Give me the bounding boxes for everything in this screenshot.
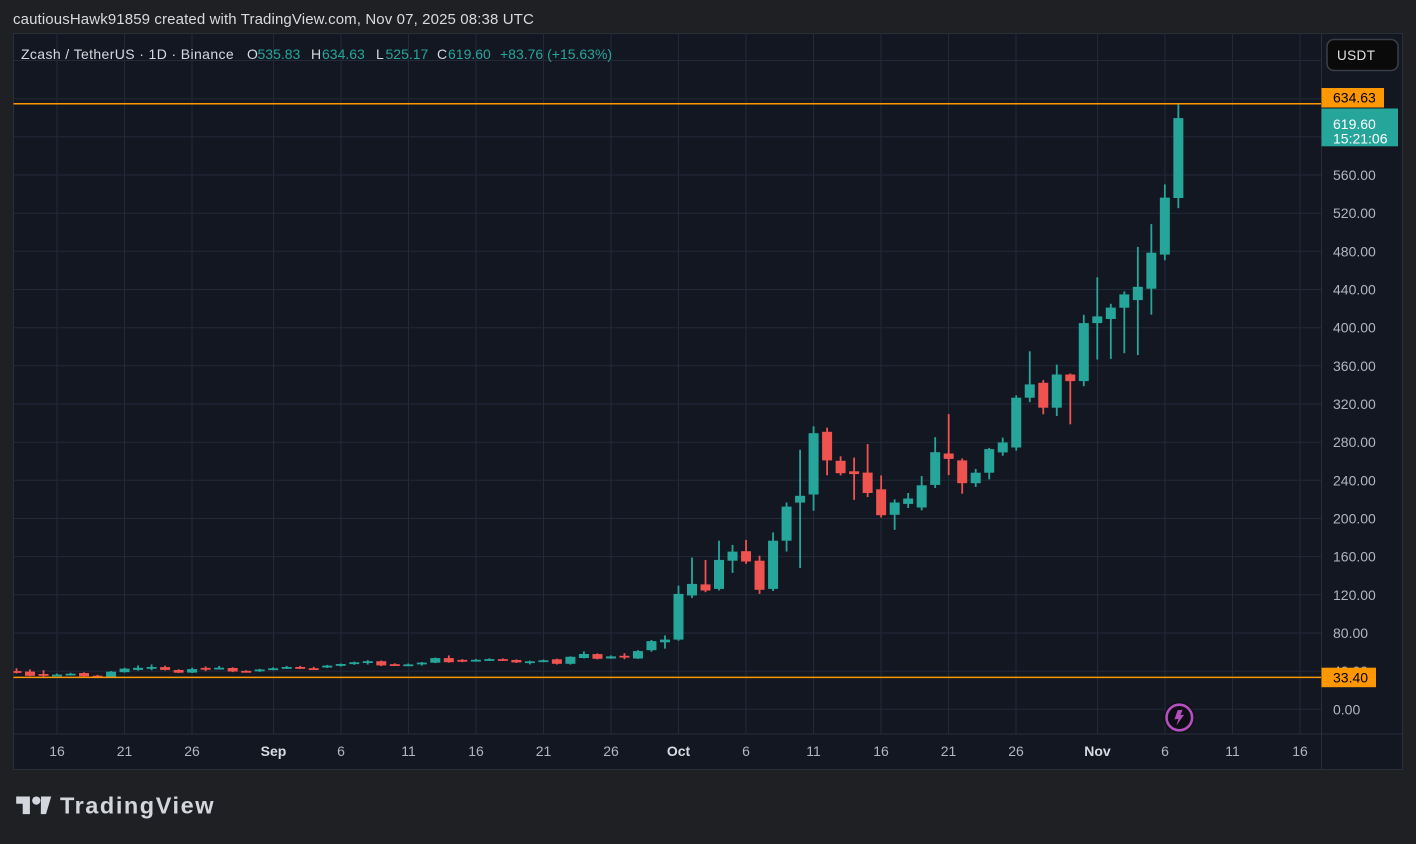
svg-text:H: H bbox=[311, 46, 321, 62]
svg-text:80.00: 80.00 bbox=[1333, 625, 1368, 641]
svg-text:26: 26 bbox=[603, 743, 619, 759]
svg-text:11: 11 bbox=[401, 743, 416, 759]
svg-text:21: 21 bbox=[941, 743, 957, 759]
svg-text:16: 16 bbox=[873, 743, 889, 759]
svg-text:16: 16 bbox=[49, 743, 65, 759]
svg-text:16: 16 bbox=[1292, 743, 1308, 759]
svg-text:400.00: 400.00 bbox=[1333, 320, 1376, 336]
svg-text:11: 11 bbox=[806, 743, 821, 759]
svg-text:280.00: 280.00 bbox=[1333, 434, 1376, 450]
svg-text:634.63: 634.63 bbox=[1333, 90, 1376, 106]
svg-text:200.00: 200.00 bbox=[1333, 511, 1376, 527]
svg-text:320.00: 320.00 bbox=[1333, 396, 1376, 412]
svg-text:120.00: 120.00 bbox=[1333, 587, 1376, 603]
svg-text:560.00: 560.00 bbox=[1333, 167, 1376, 183]
svg-text:33.40: 33.40 bbox=[1333, 669, 1368, 685]
svg-text:535.83: 535.83 bbox=[258, 46, 301, 62]
svg-text:360.00: 360.00 bbox=[1333, 358, 1376, 374]
svg-text:619.60: 619.60 bbox=[448, 46, 491, 62]
svg-text:440.00: 440.00 bbox=[1333, 282, 1376, 298]
svg-text:6: 6 bbox=[1161, 743, 1169, 759]
svg-text:26: 26 bbox=[184, 743, 200, 759]
svg-text:cautiousHawk91859 created with: cautiousHawk91859 created with TradingVi… bbox=[13, 11, 534, 28]
svg-text:6: 6 bbox=[742, 743, 750, 759]
svg-text:Zcash / TetherUS · 1D · Binanc: Zcash / TetherUS · 1D · Binance bbox=[21, 46, 234, 62]
svg-text:+83.76 (+15.63%): +83.76 (+15.63%) bbox=[500, 46, 612, 62]
svg-text:525.17: 525.17 bbox=[386, 46, 429, 62]
svg-text:15:21:06: 15:21:06 bbox=[1333, 131, 1388, 147]
svg-text:TradingView: TradingView bbox=[60, 793, 215, 819]
svg-text:619.60: 619.60 bbox=[1333, 116, 1376, 132]
svg-text:C: C bbox=[437, 46, 447, 62]
svg-text:Oct: Oct bbox=[667, 743, 691, 759]
svg-text:634.63: 634.63 bbox=[322, 46, 365, 62]
svg-text:O: O bbox=[247, 46, 258, 62]
svg-text:520.00: 520.00 bbox=[1333, 205, 1376, 221]
svg-text:240.00: 240.00 bbox=[1333, 472, 1376, 488]
svg-text:Sep: Sep bbox=[261, 743, 287, 759]
svg-text:0.00: 0.00 bbox=[1333, 701, 1360, 717]
svg-text:160.00: 160.00 bbox=[1333, 549, 1376, 565]
svg-text:21: 21 bbox=[536, 743, 552, 759]
svg-text:480.00: 480.00 bbox=[1333, 243, 1376, 259]
svg-text:21: 21 bbox=[117, 743, 133, 759]
svg-text:L: L bbox=[376, 46, 384, 62]
svg-text:USDT: USDT bbox=[1337, 48, 1375, 63]
svg-text:26: 26 bbox=[1008, 743, 1024, 759]
svg-text:16: 16 bbox=[468, 743, 484, 759]
svg-text:Nov: Nov bbox=[1084, 743, 1111, 759]
svg-text:11: 11 bbox=[1225, 743, 1240, 759]
svg-text:6: 6 bbox=[337, 743, 345, 759]
